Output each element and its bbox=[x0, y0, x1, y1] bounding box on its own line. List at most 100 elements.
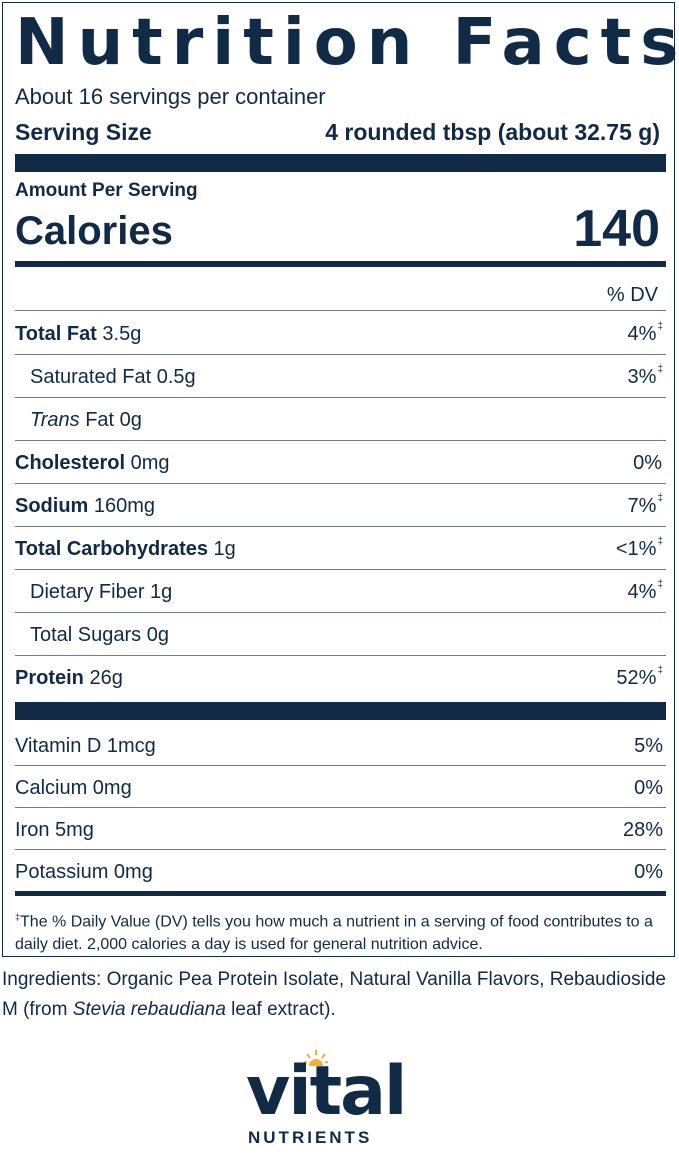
nutrient-row: Total Carbohydrates 1g <1%‡ bbox=[15, 527, 663, 570]
nutrient-amount: 1g bbox=[208, 538, 236, 560]
nutrient-label-italic: Trans bbox=[30, 409, 80, 431]
ingredients-text: Ingredients: Organic Pea Protein Isolate… bbox=[2, 969, 666, 1020]
thick-divider bbox=[15, 702, 666, 720]
dv-value: 3% bbox=[627, 366, 657, 388]
mineral-name: Calcium 0mg bbox=[15, 777, 132, 800]
nutrient-dv: 0% bbox=[633, 452, 663, 475]
nutrient-label: Dietary Fiber bbox=[30, 581, 145, 603]
nutrient-name: Saturated Fat 0.5g bbox=[30, 366, 196, 389]
mineral-row: Vitamin D 1mcg 5% bbox=[15, 724, 663, 767]
footnote-mark: ‡ bbox=[15, 912, 21, 922]
footnote-text: The % Daily Value (DV) tells you how muc… bbox=[15, 913, 653, 954]
logo-wordmark: vital bbox=[246, 1052, 407, 1131]
dv-mark: ‡ bbox=[657, 321, 663, 333]
dv-mark: ‡ bbox=[657, 665, 663, 677]
nutrient-label: Sodium bbox=[15, 495, 89, 517]
nutrient-row: Protein 26g 52%‡ bbox=[15, 656, 663, 699]
nutrient-dv: <1%‡ bbox=[615, 536, 663, 561]
row-rule bbox=[15, 440, 666, 441]
nutrient-label: Saturated Fat bbox=[30, 366, 152, 388]
footnote: ‡The % Daily Value (DV) tells you how mu… bbox=[15, 906, 665, 956]
mineral-label: Vitamin D bbox=[15, 735, 102, 757]
mineral-amount: 5mg bbox=[49, 819, 94, 841]
mineral-amount: 0mg bbox=[108, 861, 153, 883]
nutrition-facts-panel: Nutrition Facts About 16 servings per co… bbox=[2, 2, 678, 957]
dv-value: 4% bbox=[627, 581, 657, 603]
row-rule bbox=[15, 765, 666, 766]
nutrient-dv: 4%‡ bbox=[627, 321, 663, 346]
nutrient-dv: 7%‡ bbox=[627, 493, 663, 518]
row-rule bbox=[15, 612, 666, 613]
dv-mark: ‡ bbox=[657, 364, 663, 376]
nutrient-label: Cholesterol bbox=[15, 452, 126, 474]
nutrient-dv: 52%‡ bbox=[616, 665, 663, 690]
nutrient-row: Saturated Fat 0.5g 3%‡ bbox=[15, 355, 663, 398]
medium-divider bbox=[15, 891, 666, 896]
nutrient-label: Fat bbox=[79, 409, 115, 431]
nutrient-amount: 0mg bbox=[125, 452, 170, 474]
row-rule bbox=[15, 354, 666, 355]
nutrient-row: Cholesterol 0mg 0% bbox=[15, 441, 663, 484]
nutrient-row: Total Sugars 0g bbox=[15, 613, 663, 656]
row-rule bbox=[15, 849, 666, 850]
calories-value: 140 bbox=[573, 200, 660, 258]
nutrient-name: Cholesterol 0mg bbox=[15, 452, 170, 475]
nutrient-dv bbox=[662, 409, 663, 432]
nutrient-dv: 4%‡ bbox=[627, 579, 663, 604]
mineral-row: Iron 5mg 28% bbox=[15, 808, 663, 851]
dv-header: % DV bbox=[606, 284, 658, 306]
row-rule bbox=[15, 310, 666, 311]
thick-divider bbox=[15, 154, 666, 172]
servings-per-container: About 16 servings per container bbox=[15, 84, 326, 109]
mineral-row: Calcium 0mg 0% bbox=[15, 766, 663, 809]
mineral-name: Potassium 0mg bbox=[15, 861, 153, 884]
nutrient-amount: 0g bbox=[141, 624, 169, 646]
nutrient-name: Sodium 160mg bbox=[15, 495, 155, 518]
brand-logo: vital NUTRIENTS bbox=[246, 1050, 436, 1152]
nutrient-name: Total Fat 3.5g bbox=[15, 323, 141, 346]
amount-per-serving: Amount Per Serving bbox=[15, 180, 198, 201]
dv-value: 4% bbox=[627, 323, 657, 345]
row-rule bbox=[15, 655, 666, 656]
nutrient-name: Dietary Fiber 1g bbox=[30, 581, 172, 604]
dv-mark: ‡ bbox=[657, 493, 663, 505]
dv-mark: ‡ bbox=[657, 536, 663, 548]
row-rule bbox=[15, 526, 666, 527]
nutrient-row: Trans Fat 0g bbox=[15, 398, 663, 441]
dv-mark: ‡ bbox=[657, 579, 663, 591]
calories-label: Calories bbox=[15, 209, 173, 253]
dv-value: 0% bbox=[633, 452, 662, 474]
nutrient-row: Total Fat 3.5g 4%‡ bbox=[15, 312, 663, 355]
mineral-label: Calcium bbox=[15, 777, 88, 799]
row-rule bbox=[15, 397, 666, 398]
nutrient-amount: 0.5g bbox=[151, 366, 196, 388]
nutrient-label: Total Sugars bbox=[30, 624, 142, 646]
ingredients-statement: Ingredients: Organic Pea Protein Isolate… bbox=[2, 965, 672, 1025]
mineral-label: Potassium bbox=[15, 861, 109, 883]
serving-size-label: Serving Size bbox=[15, 119, 152, 145]
row-rule bbox=[15, 483, 666, 484]
mineral-dv: 0% bbox=[634, 777, 663, 799]
row-rule bbox=[15, 807, 666, 808]
logo-subtitle: NUTRIENTS bbox=[248, 1128, 373, 1147]
nutrient-amount: 3.5g bbox=[96, 323, 142, 345]
nutrient-label: Total Carbohydrates bbox=[15, 538, 208, 560]
label-title: Nutrition Facts bbox=[15, 6, 679, 80]
mineral-dv: 28% bbox=[622, 819, 663, 841]
mineral-amount: 1mcg bbox=[101, 735, 156, 757]
nutrient-amount: 0g bbox=[114, 409, 142, 431]
dv-value: <1% bbox=[615, 538, 657, 560]
nutrient-name: Total Carbohydrates 1g bbox=[15, 538, 236, 561]
mineral-row: Potassium 0mg 0% bbox=[15, 850, 663, 893]
mineral-label: Iron bbox=[15, 819, 50, 841]
nutrient-amount: 1g bbox=[144, 581, 173, 603]
nutrient-label: Protein bbox=[15, 667, 84, 689]
medium-divider bbox=[15, 261, 666, 267]
nutrient-row: Sodium 160mg 7%‡ bbox=[15, 484, 663, 527]
mineral-dv: 5% bbox=[634, 735, 663, 757]
nutrient-amount: 26g bbox=[83, 667, 123, 689]
ingredients-text-end: leaf extract). bbox=[225, 999, 336, 1020]
dv-value: 7% bbox=[627, 495, 657, 517]
sun-icon bbox=[304, 1050, 328, 1066]
nutrient-dv: 3%‡ bbox=[627, 364, 663, 389]
